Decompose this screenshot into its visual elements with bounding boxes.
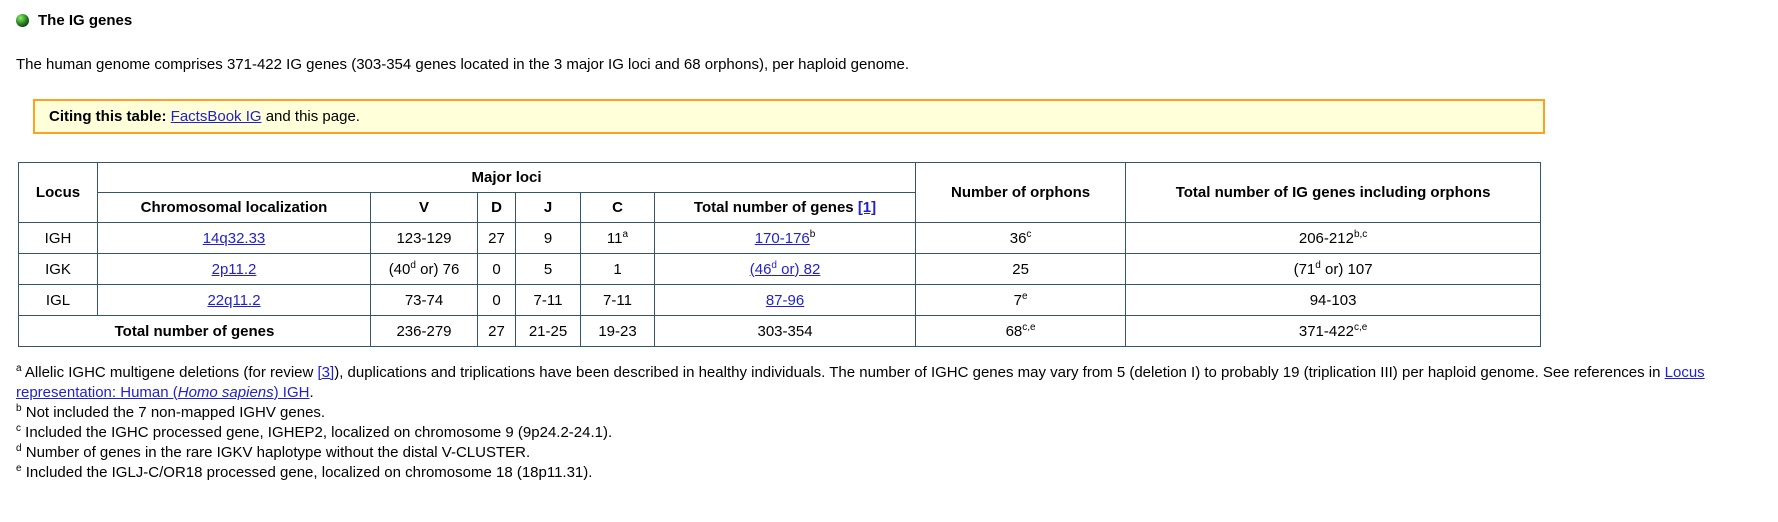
cell-total-genes: 170-176b: [653, 222, 917, 254]
header-chromosomal-localization: Chromosomal localization: [97, 192, 371, 223]
cell-d: 0: [477, 284, 516, 316]
superscript: c,e: [1353, 321, 1368, 333]
superscript: d: [410, 259, 416, 271]
citing-label: Citing this table:: [49, 108, 167, 125]
footnote-a: a Allelic IGHC multigene deletions (for …: [16, 363, 1705, 402]
superscript: c: [16, 423, 21, 434]
superscript: e: [1021, 290, 1028, 302]
superscript: b,c: [1353, 228, 1368, 240]
header-d: D: [477, 192, 516, 223]
link[interactable]: [3]: [317, 364, 335, 381]
superscript: a: [16, 363, 22, 374]
header-v: V: [370, 192, 478, 223]
superscript: d: [771, 259, 777, 271]
link[interactable]: 14q32.33: [202, 229, 266, 247]
footnote-b: b Not included the 7 non-mapped IGHV gen…: [16, 403, 326, 422]
link[interactable]: 22q11.2: [207, 291, 261, 309]
cell-d: 0: [477, 253, 516, 285]
cell-total-ig: 206-212b,c: [1125, 222, 1542, 254]
page-header: The IG genes: [16, 12, 1778, 29]
header-row-2: Chromosomal localization V D J C Total n…: [19, 192, 1541, 223]
page: The IG genes The human genome comprises …: [16, 12, 1778, 483]
table-row-igl: IGL 22q11.2 73-74 0 7-11 7-11 87-96 7e 9…: [18, 284, 1542, 316]
header-c: C: [580, 192, 655, 223]
superscript: c: [1026, 228, 1032, 240]
header-orphons: Number of orphons: [915, 162, 1127, 223]
header-row-1: Locus Major loci Number of orphons Total…: [18, 162, 1542, 223]
cell-chromosomal-localization: 22q11.2: [97, 284, 371, 316]
cell-total-genes: (46d or) 82: [653, 253, 917, 285]
cell-v: 73-74: [370, 284, 478, 316]
superscript: e: [16, 463, 22, 474]
header-locus: Locus: [18, 162, 98, 223]
factsbook-link[interactable]: FactsBook IG: [170, 108, 262, 125]
superscript: b: [16, 403, 22, 414]
italic-text: Homo sapiens: [177, 384, 274, 401]
table-row-igh: IGH 14q32.33 123-129 27 9 11a 170-176b 3…: [18, 222, 1542, 254]
cell-total-ig: 371-422c,e: [1125, 315, 1542, 347]
cell-orphons: 7e: [915, 284, 1127, 316]
cell-v: 236-279: [370, 315, 478, 347]
cell-locus: IGH: [18, 222, 98, 254]
cell-c: 11a: [580, 222, 655, 254]
cell-total-genes: 303-354: [653, 315, 917, 347]
link[interactable]: 170-176: [754, 229, 810, 247]
header-j: J: [515, 192, 581, 223]
superscript: a: [622, 228, 629, 240]
header-total-genes: Total number of genes [1]: [653, 192, 917, 223]
cell-orphons: 68c,e: [915, 315, 1127, 347]
superscript: d: [1315, 259, 1321, 271]
cell-d: 27: [477, 315, 516, 347]
cell-chromosomal-localization: 14q32.33: [97, 222, 371, 254]
superscript: b: [809, 228, 816, 240]
header-total-ig: Total number of IG genes including orpho…: [1125, 162, 1542, 223]
cell-j: 21-25: [515, 315, 581, 347]
superscript: d: [16, 443, 22, 454]
cell-c: 7-11: [580, 284, 655, 316]
superscript: c,e: [1022, 321, 1036, 333]
footnotes: a Allelic IGHC multigene deletions (for …: [16, 363, 1778, 483]
table-row-igk: IGK 2p11.2 (40d or) 76 0 5 1 (46d or) 82…: [18, 253, 1542, 285]
link[interactable]: 87-96: [765, 291, 805, 309]
cell-total-ig: 94-103: [1125, 284, 1542, 316]
link[interactable]: (46d or) 82: [749, 259, 821, 278]
cell-chromosomal-localization: 2p11.2: [97, 253, 371, 285]
cell-orphons: 25: [915, 253, 1127, 285]
bullet-icon: [16, 14, 29, 27]
intro-text: The human genome comprises 371-422 IG ge…: [16, 56, 910, 73]
footnote-d: d Number of genes in the rare IGKV haplo…: [16, 443, 531, 462]
cell-c: 19-23: [580, 315, 655, 347]
table-row-total: Total number of genes 236-279 27 21-25 1…: [18, 315, 1542, 347]
ig-genes-table: Locus Major loci Number of orphons Total…: [18, 162, 1542, 347]
citing-box: Citing this table: FactsBook IG and this…: [33, 99, 1545, 134]
footnote-e: e Included the IGLJ-C/OR18 processed gen…: [16, 463, 593, 482]
cell-total-ig: (71d or) 107: [1125, 253, 1542, 285]
cell-locus: IGL: [18, 284, 98, 316]
cell-c: 1: [580, 253, 655, 285]
cell-locus: IGK: [18, 253, 98, 285]
page-title: The IG genes: [38, 12, 133, 29]
cell-j: 7-11: [515, 284, 581, 316]
cell-total-label: Total number of genes: [18, 315, 371, 347]
header-major-loci: Major loci: [96, 162, 917, 193]
link[interactable]: Locus representation: Human (Homo sapien…: [16, 364, 1705, 401]
cell-d: 27: [477, 222, 516, 254]
cell-j: 5: [515, 253, 581, 285]
cell-j: 9: [515, 222, 581, 254]
cell-v: (40d or) 76: [370, 253, 478, 285]
citing-suffix: and this page.: [261, 108, 360, 125]
footnote-c: c Included the IGHC processed gene, IGHE…: [16, 423, 613, 442]
link[interactable]: [1]: [857, 199, 877, 216]
cell-v: 123-129: [370, 222, 478, 254]
cell-total-genes: 87-96: [653, 284, 917, 316]
link[interactable]: 2p11.2: [211, 260, 257, 278]
cell-orphons: 36c: [915, 222, 1127, 254]
